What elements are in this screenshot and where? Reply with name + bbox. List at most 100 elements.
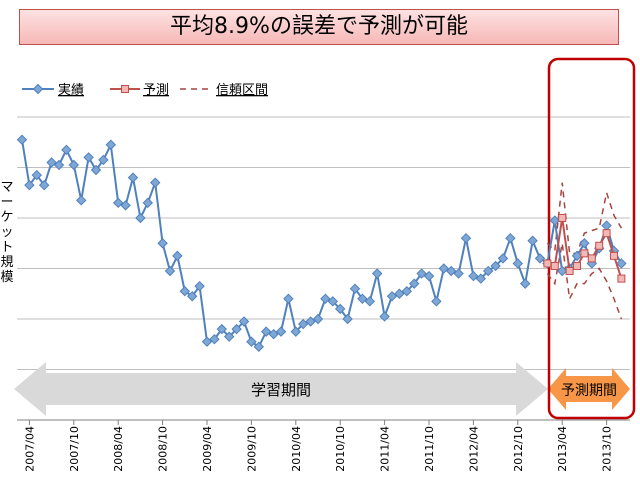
forecast-period-label: 予測期間: [561, 383, 617, 399]
actual-point: [364, 296, 376, 307]
y-axis-label-char: ト: [0, 240, 14, 255]
actual-point: [260, 326, 272, 337]
actual-point: [16, 134, 28, 145]
actual-point: [201, 336, 213, 347]
forecast-point: [595, 241, 604, 250]
x-tick-label: 2011/10: [423, 426, 436, 472]
actual-point: [98, 154, 109, 166]
actual-point: [275, 326, 287, 337]
y-axis-label-char: 模: [0, 270, 14, 285]
actual-point: [290, 326, 302, 337]
actual-point: [490, 260, 501, 272]
y-axis-label-char: 規: [0, 255, 14, 270]
chart-title-banner: 平均8.9%の誤差で予測が可能: [19, 9, 619, 45]
actual-point: [253, 341, 265, 352]
actual-point: [172, 250, 183, 262]
y-axis-label: マ ー ケ ッ ト 規 模: [0, 180, 14, 285]
forecast-point: [617, 274, 626, 283]
actual-point: [349, 283, 361, 294]
interval-lower-line: [546, 243, 623, 320]
x-tick-label: 2007/04: [23, 426, 36, 472]
forecast-point: [558, 214, 567, 222]
forecast-point: [610, 251, 618, 260]
actual-point: [401, 286, 413, 297]
actual-point: [394, 288, 405, 299]
actual-point: [75, 195, 87, 206]
legend: 実績 予測 信頼区間: [22, 82, 268, 98]
forecast-point: [550, 261, 559, 270]
actual-point: [90, 164, 102, 176]
forecast-point: [543, 259, 552, 268]
actual-point: [105, 139, 117, 150]
actual-point: [83, 152, 94, 163]
actual-point: [216, 323, 228, 335]
actual-point: [312, 313, 324, 325]
actual-point: [179, 286, 191, 297]
actual-point: [149, 177, 161, 188]
legend-forecast-label: 予測: [143, 83, 169, 98]
x-tick-label: 2011/04: [379, 426, 392, 472]
actual-point: [453, 268, 464, 279]
legend-forecast-marker: [121, 85, 129, 93]
actual-point: [431, 296, 442, 307]
training-period-label: 学習期間: [251, 381, 311, 399]
actual-point: [438, 263, 450, 274]
forecast-point: [565, 267, 574, 276]
x-tick-label: 2013/04: [556, 426, 569, 472]
actual-point: [223, 331, 235, 342]
y-axis-label-char: ケ: [0, 210, 14, 225]
x-tick-label: 2008/04: [112, 426, 125, 472]
actual-point: [127, 172, 139, 183]
actual-point: [61, 144, 72, 156]
actual-point: [305, 316, 316, 327]
forecast-point: [587, 254, 596, 263]
actual-point: [616, 258, 627, 269]
actual-point: [601, 220, 612, 231]
actual-point: [505, 232, 516, 244]
actual-point: [24, 179, 35, 191]
actual-point: [268, 328, 279, 340]
actual-point: [423, 270, 435, 282]
actual-point: [534, 253, 546, 264]
actual-point: [460, 232, 472, 244]
actual-point: [31, 169, 43, 181]
y-axis-label-char: ッ: [0, 225, 14, 240]
actual-point: [445, 265, 457, 277]
x-tick-label: 2009/10: [245, 426, 258, 472]
x-tick-label: 2010/04: [290, 426, 303, 472]
actual-point: [164, 265, 176, 277]
x-tick-label: 2009/04: [201, 426, 214, 472]
x-tick-label: 2007/10: [68, 426, 81, 472]
actual-point: [556, 265, 568, 277]
actual-point: [512, 258, 524, 269]
actual-point: [238, 316, 250, 327]
actual-point: [46, 157, 57, 168]
actual-point: [209, 333, 220, 345]
actual-point: [497, 253, 509, 264]
actual-point: [519, 278, 531, 289]
actual-point: [283, 293, 294, 305]
legend-interval-label: 信頼区間: [216, 83, 268, 98]
actual-point: [475, 273, 487, 284]
forecast-point: [602, 229, 611, 238]
actual-point: [186, 291, 198, 302]
actual-point: [320, 293, 331, 305]
actual-point: [371, 268, 383, 279]
forecast-point: [580, 249, 589, 258]
actual-point: [579, 238, 590, 249]
actual-point: [379, 311, 390, 322]
actual-point: [112, 197, 124, 209]
actual-point: [68, 159, 80, 171]
forecast-point: [573, 261, 581, 270]
y-axis-label-char: ー: [0, 195, 14, 210]
actual-point: [246, 336, 257, 347]
actual-point: [527, 235, 538, 246]
forecast-period-arrow: [548, 368, 630, 410]
actual-point: [157, 238, 168, 249]
actual-point: [357, 293, 368, 305]
x-tick-label: 2012/04: [467, 426, 480, 472]
interval-upper-line: [546, 182, 623, 255]
x-tick-label: 2012/10: [512, 426, 525, 472]
actual-point: [408, 278, 420, 289]
